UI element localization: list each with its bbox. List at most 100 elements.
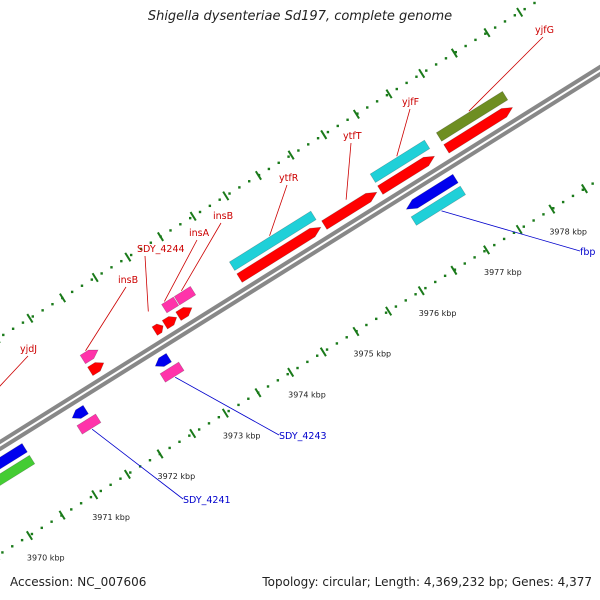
- feature-gene-SDY_4240: [0, 454, 36, 486]
- guide-tick: [417, 285, 425, 296]
- guide-dot: [70, 290, 74, 294]
- guide-dot: [168, 446, 171, 450]
- guide-dot: [512, 231, 516, 234]
- gene-label-yjfF: yjfF: [402, 97, 419, 108]
- guide-dot: [2, 333, 5, 337]
- guide-dot: [425, 69, 428, 72]
- guide-dot: [30, 532, 34, 536]
- guide-tick: [581, 183, 589, 194]
- feature-gene-fbp: [410, 185, 466, 226]
- guide-tick: [287, 367, 295, 378]
- guide-tick: [515, 224, 523, 235]
- guide-dot: [149, 241, 153, 244]
- feature-cds-insA: [161, 316, 178, 330]
- guide-dot: [366, 106, 369, 109]
- feature-cds-SDY_4240: [0, 443, 28, 470]
- feature-gene-SDY_4241: [76, 413, 102, 435]
- guide-dot: [139, 247, 143, 251]
- guide-tick: [385, 89, 393, 99]
- leader-line: [164, 239, 198, 302]
- kbp-label: 3973 kbp: [223, 431, 261, 440]
- gene-label-SDY_4244: SDY_4244: [137, 244, 185, 255]
- guide-tick: [59, 293, 67, 303]
- guide-dot: [40, 526, 43, 530]
- guide-dot: [503, 20, 507, 23]
- guide-dot: [434, 63, 438, 66]
- guide-tick: [352, 109, 360, 120]
- feature-gene-insB-2: [173, 285, 197, 306]
- guide-dot: [346, 118, 349, 121]
- guide-tick: [352, 326, 360, 337]
- guide-tick: [254, 170, 262, 181]
- guide-dot: [523, 7, 526, 11]
- guide-dot: [238, 186, 241, 189]
- guide-dot: [90, 278, 94, 281]
- guide-dot: [473, 256, 476, 259]
- kbp-label: 3970 kbp: [27, 554, 65, 563]
- guide-dot: [248, 180, 251, 183]
- guide-tick: [91, 489, 99, 500]
- feature-cds-SDY_4243: [154, 352, 172, 367]
- leader-line: [144, 255, 149, 312]
- guide-tick: [124, 252, 132, 262]
- guide-tick: [254, 387, 262, 398]
- feature-gene-insB: [79, 349, 99, 365]
- guide-dot: [561, 200, 565, 204]
- guide-tick: [157, 231, 165, 242]
- guide-dot: [424, 286, 427, 290]
- guide-tick: [26, 313, 34, 324]
- guide-dot: [79, 502, 83, 505]
- guide-dot: [31, 315, 34, 318]
- guide-dot: [316, 354, 319, 357]
- kbp-label: 3976 kbp: [419, 309, 457, 318]
- guide-dot: [148, 459, 152, 462]
- guide-dot: [50, 520, 53, 523]
- feature-gene-insA: [161, 296, 180, 314]
- map-title: Shigella dysenteriae Sd197, complete gen…: [147, 9, 453, 24]
- guide-dot: [296, 366, 299, 370]
- guide-dot: [306, 360, 309, 364]
- guide-dot: [464, 44, 467, 48]
- guide-dot: [129, 253, 133, 257]
- guide-tick: [450, 265, 458, 276]
- guide-tick: [516, 7, 524, 18]
- guide-dot: [110, 266, 113, 269]
- guide-dot: [178, 440, 181, 443]
- guide-dot: [99, 489, 102, 493]
- kbp-label: 3975 kbp: [353, 350, 391, 359]
- leader-line: [181, 222, 222, 292]
- guide-tick: [483, 245, 491, 255]
- guide-dot: [502, 237, 506, 241]
- gene-label-ytfT: ytfT: [343, 131, 362, 142]
- leader-line: [175, 376, 280, 436]
- leader-line: [345, 142, 352, 200]
- feature-cds-SDY_4244: [151, 323, 164, 336]
- feature-cds-ytfR: [236, 226, 322, 283]
- guide-dot: [11, 545, 14, 548]
- guide-dot: [247, 397, 250, 400]
- guide-dot: [109, 483, 112, 487]
- guide-dot: [169, 229, 172, 232]
- guide-dot: [533, 1, 536, 5]
- backbone-strand: [0, 71, 600, 452]
- guide-tick: [58, 510, 66, 520]
- guide-dot: [208, 204, 212, 208]
- guide-dot: [277, 161, 280, 165]
- feature-gene-ytfR: [228, 210, 317, 271]
- feature-cds-insB-2: [175, 307, 193, 321]
- guide-tick: [189, 428, 197, 439]
- leader-line: [0, 355, 29, 387]
- guide-dot: [484, 32, 487, 35]
- guide-dot: [415, 75, 418, 78]
- feature-gene-SDY_4243: [159, 361, 185, 383]
- kbp-label: 3972 kbp: [158, 472, 196, 481]
- guide-dot: [227, 409, 230, 413]
- guide-dot: [414, 293, 417, 296]
- guide-dot: [375, 100, 379, 103]
- guide-dot: [89, 495, 93, 499]
- guide-dot: [483, 250, 486, 253]
- guide-dot: [218, 198, 221, 201]
- guide-dot: [463, 262, 466, 265]
- guide-dot: [336, 124, 339, 128]
